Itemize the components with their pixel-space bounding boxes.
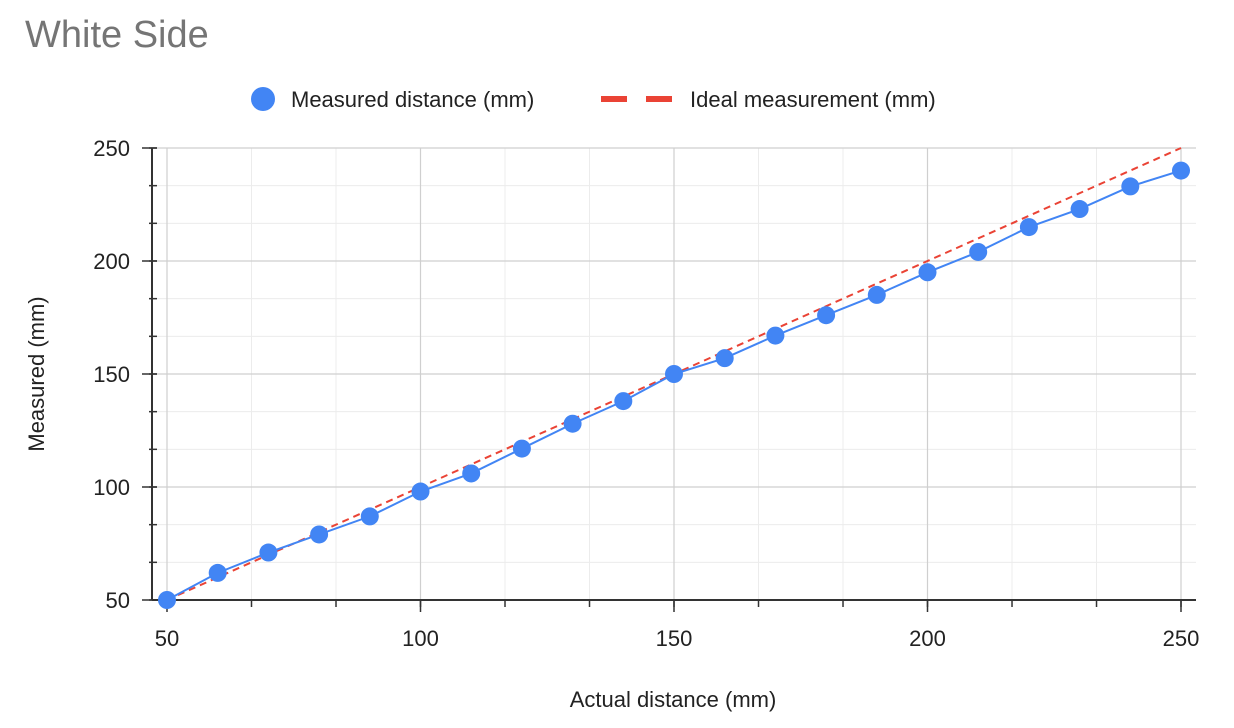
measured-distance-point [665, 365, 683, 383]
x-tick-label: 200 [909, 626, 946, 651]
measured-distance-point [1070, 200, 1089, 219]
measured-distance-point [766, 326, 785, 345]
measured-distance-point [158, 591, 176, 609]
measured-distance-point [259, 543, 278, 562]
x-tick-label: 150 [656, 626, 693, 651]
y-tick-label: 150 [93, 362, 130, 387]
legend: Measured distance (mm) Ideal measurement … [251, 87, 936, 112]
measured-distance-point [817, 306, 836, 325]
x-tick-label: 50 [155, 626, 179, 651]
y-axis-label: Measured (mm) [24, 296, 49, 451]
measured-distance-point [1019, 218, 1038, 237]
measured-distance-point [969, 242, 988, 261]
y-tick-label: 100 [93, 475, 130, 500]
chart-title: White Side [25, 14, 209, 56]
x-tick-label: 250 [1163, 626, 1200, 651]
measured-distance-point [310, 525, 329, 544]
measured-distance-point [360, 507, 379, 526]
measured-distance-point [411, 482, 430, 501]
measured-distance-point [918, 263, 937, 282]
y-tick-label: 50 [106, 588, 130, 613]
x-tick-label: 100 [402, 626, 439, 651]
measured-distance-point [512, 439, 531, 458]
y-tick-label: 250 [93, 136, 130, 161]
measured-distance-point [208, 563, 227, 582]
y-tick-label: 200 [93, 249, 130, 274]
measured-distance-point [563, 414, 582, 433]
measured-distance-point [614, 392, 633, 411]
legend-label-ideal: Ideal measurement (mm) [690, 87, 936, 112]
measured-distance-point [1172, 161, 1190, 180]
measured-distance-point [867, 285, 886, 304]
legend-label-measured: Measured distance (mm) [291, 87, 534, 112]
measured-distance-point [715, 349, 734, 368]
axes [142, 147, 1196, 612]
x-axis-label: Actual distance (mm) [570, 687, 777, 712]
series-layer [158, 147, 1190, 609]
tick-labels: 50 100 150 200 250 50 100 150 200 250 [93, 136, 1199, 651]
legend-marker-measured [251, 87, 275, 111]
measured-distance-point [462, 464, 481, 483]
measured-distance-point [1121, 177, 1140, 196]
